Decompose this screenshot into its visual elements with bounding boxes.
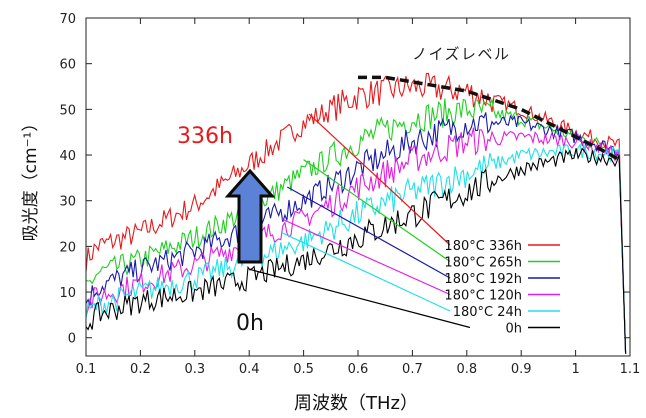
annotation-layer: ノイズレベル 336h 0h xyxy=(177,45,511,336)
callout-line-1 xyxy=(303,159,451,262)
bottom-label-0h: 0h xyxy=(236,311,264,336)
x-tick-label-5: 0.6 xyxy=(348,362,369,377)
legend-label-1: 180°C 265h xyxy=(444,256,522,271)
legend-label-0: 180°C 336h xyxy=(444,239,522,254)
y-tick-label-3: 30 xyxy=(59,195,76,210)
x-tick-label-1: 0.2 xyxy=(130,362,151,377)
series-line-2 xyxy=(85,112,627,354)
x-tick-label-8: 0.9 xyxy=(511,362,532,377)
series-line-1 xyxy=(85,97,627,354)
y-tick-label-5: 50 xyxy=(59,103,76,118)
x-tick-label-3: 0.4 xyxy=(239,362,260,377)
top-label-336h: 336h xyxy=(177,124,233,149)
legend-label-5: 0h xyxy=(505,322,522,337)
legend-label-2: 180°C 192h xyxy=(444,272,522,287)
series-line-3 xyxy=(85,127,627,354)
noise-layer xyxy=(358,75,620,162)
x-tick-label-2: 0.3 xyxy=(184,362,205,377)
legend-label-4: 180°C 24h xyxy=(453,305,522,320)
x-tick-label-0: 0.1 xyxy=(76,362,97,377)
y-tick-label-4: 40 xyxy=(59,149,76,164)
callout-line-0 xyxy=(308,113,451,246)
axes-layer: 0.1 0.2 0.3 0.4 0.5 0.6 0.7 0.8 0.9 1 1.1 0 10 20 30 40… xyxy=(59,12,640,377)
x-tick-label-6: 0.7 xyxy=(402,362,423,377)
noise-level-line xyxy=(358,75,620,162)
callout-line-3 xyxy=(281,218,451,296)
y-tick-label-6: 60 xyxy=(59,58,76,73)
x-tick-label-9: 1 xyxy=(571,362,579,377)
callout-line-4 xyxy=(281,232,451,312)
series-line-0 xyxy=(85,72,627,354)
callout-layer xyxy=(224,113,471,329)
x-tick-label-4: 0.5 xyxy=(293,362,314,377)
up-arrow xyxy=(224,168,276,264)
y-tick-label-7: 70 xyxy=(59,12,76,27)
x-tick-label-10: 1.1 xyxy=(620,362,641,377)
y-tick-label-2: 20 xyxy=(59,240,76,255)
y-axis-label: 吸光度（cm⁻¹） xyxy=(21,115,41,242)
y-tick-label-0: 0 xyxy=(68,332,76,347)
x-axis-label: 周波数（THz） xyxy=(294,393,418,414)
callout-line-5 xyxy=(249,268,471,329)
series-layer xyxy=(85,72,627,354)
callout-line-2 xyxy=(287,186,451,279)
noise-level-label: ノイズレベル xyxy=(412,45,511,63)
legend-label-3: 180°C 120h xyxy=(444,289,522,304)
series-line-4 xyxy=(85,143,627,354)
x-tick-label-7: 0.8 xyxy=(456,362,477,377)
y-tick-label-1: 10 xyxy=(59,286,76,301)
series-line-5 xyxy=(85,147,627,354)
